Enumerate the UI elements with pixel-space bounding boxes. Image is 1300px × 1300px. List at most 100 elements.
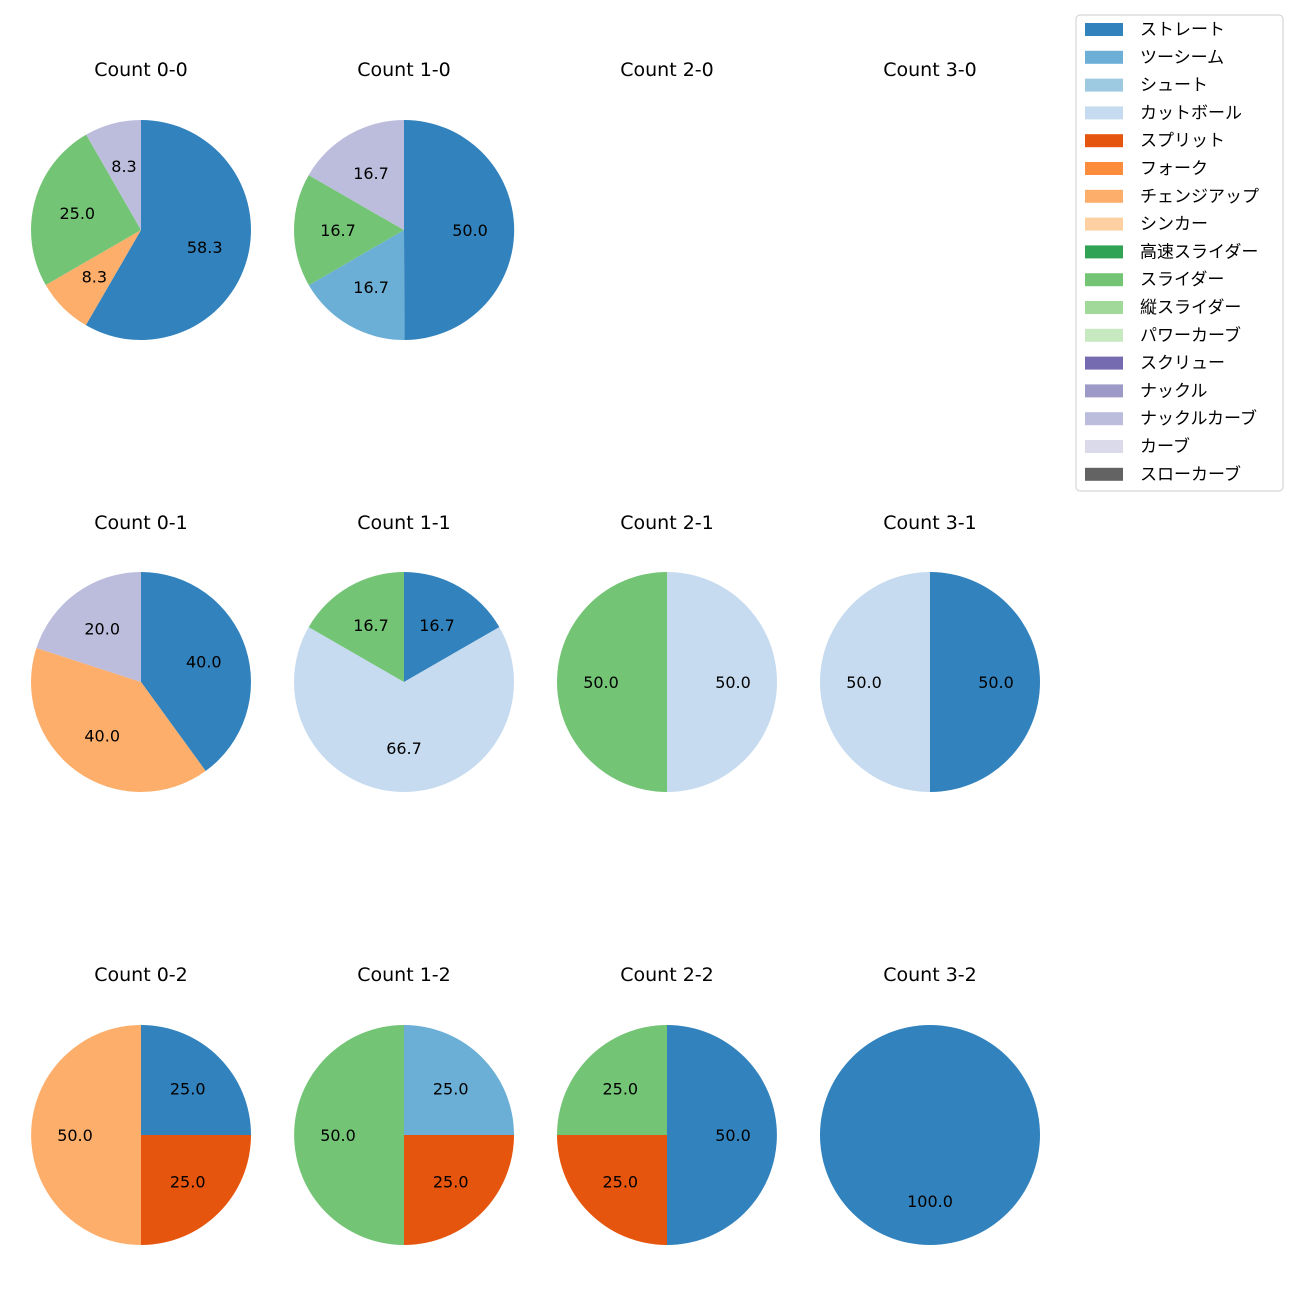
pie-title: Count 2-2 bbox=[620, 964, 714, 986]
pie-slice bbox=[820, 572, 930, 792]
pie-slice bbox=[293, 175, 404, 286]
pie-title: Count 1-1 bbox=[357, 512, 451, 534]
legend-label: シュート bbox=[1140, 76, 1208, 96]
legend-swatch bbox=[1085, 245, 1123, 259]
pie-title: Count 0-1 bbox=[94, 512, 188, 534]
legend-label: パワーカーブ bbox=[1140, 325, 1241, 346]
legend-swatch bbox=[1085, 356, 1123, 370]
pie-7: Count 2-1 50.0 50.0 bbox=[557, 512, 777, 792]
legend-label: スプリット bbox=[1140, 131, 1225, 151]
legend-swatch bbox=[1085, 189, 1123, 203]
legend-swatch bbox=[1085, 23, 1123, 36]
slice-label: 25.0 bbox=[602, 1173, 638, 1192]
slice-label: 40.0 bbox=[186, 653, 222, 672]
slice-label: 25.0 bbox=[170, 1079, 206, 1098]
pie-slice bbox=[294, 1025, 404, 1245]
pie-slice bbox=[31, 134, 142, 285]
legend-swatch bbox=[1085, 440, 1123, 453]
slice-label: 50.0 bbox=[57, 1126, 93, 1145]
pie-10: Count 1-2 25.0 25.0 50.0 bbox=[294, 964, 514, 1245]
pie-slice bbox=[667, 572, 777, 792]
slice-label: 25.0 bbox=[433, 1173, 469, 1192]
slice-label: 25.0 bbox=[433, 1079, 469, 1098]
pie-title: Count 2-1 bbox=[620, 512, 714, 534]
pie-slice bbox=[404, 1025, 514, 1135]
pie-11: Count 2-2 50.0 25.0 25.0 bbox=[557, 964, 777, 1245]
slice-label: 16.7 bbox=[353, 278, 389, 297]
slice-label: 50.0 bbox=[978, 673, 1014, 692]
pie-slice bbox=[667, 1025, 777, 1245]
pie-5: Count 0-1 40.0 40.0 20.0 bbox=[30, 512, 252, 793]
pie-slice bbox=[557, 572, 667, 792]
pie-slice bbox=[141, 1135, 251, 1245]
pie-slice bbox=[36, 572, 141, 682]
legend-label: ストレート bbox=[1140, 20, 1225, 40]
pie-12: Count 3-2 100.0 bbox=[820, 964, 1040, 1245]
pie-slice bbox=[308, 230, 405, 341]
pie-3: Count 2-0 bbox=[620, 59, 714, 81]
slice-label: 8.3 bbox=[111, 157, 136, 176]
legend-label: ナックルカーブ bbox=[1140, 408, 1257, 429]
slice-label: 16.7 bbox=[353, 164, 389, 183]
slice-label: 50.0 bbox=[583, 673, 619, 692]
slice-label: 25.0 bbox=[602, 1079, 638, 1098]
legend-swatch bbox=[1085, 412, 1123, 426]
legend-label: ツーシーム bbox=[1140, 48, 1224, 68]
legend-label: カーブ bbox=[1140, 436, 1190, 457]
pie-slice bbox=[85, 120, 251, 340]
pie-9: Count 0-2 25.0 25.0 50.0 bbox=[31, 964, 251, 1245]
legend-label: スクリュー bbox=[1140, 354, 1225, 374]
legend-swatch bbox=[1085, 78, 1123, 92]
pie-slice bbox=[308, 572, 404, 682]
legend-swatch bbox=[1085, 301, 1123, 314]
pie-slice bbox=[31, 1025, 141, 1245]
legend-label: 縦スライダー bbox=[1140, 298, 1241, 318]
slice-label: 25.0 bbox=[59, 204, 95, 223]
legend-label: シンカー bbox=[1140, 215, 1208, 235]
legend-label: スライダー bbox=[1140, 270, 1224, 290]
pie-slice bbox=[820, 1025, 1040, 1245]
pie-title: Count 3-0 bbox=[883, 59, 977, 81]
pie-slice bbox=[404, 119, 515, 341]
pie-slice bbox=[404, 572, 500, 682]
pie-title: Count 3-2 bbox=[883, 964, 977, 986]
slice-label: 16.7 bbox=[320, 221, 356, 240]
legend-label: フォーク bbox=[1140, 159, 1208, 179]
slice-label: 50.0 bbox=[715, 673, 751, 692]
pie-slice bbox=[141, 572, 252, 771]
legend-swatch bbox=[1085, 217, 1123, 231]
slice-label: 16.7 bbox=[353, 616, 389, 635]
slice-label: 16.7 bbox=[419, 616, 455, 635]
slice-label: 100.0 bbox=[907, 1192, 953, 1211]
pie-title: Count 0-2 bbox=[94, 964, 188, 986]
legend-swatch bbox=[1085, 273, 1123, 287]
pie-slice bbox=[308, 120, 404, 230]
pie-slice bbox=[141, 1025, 251, 1135]
pie-1: Count 0-0 58.3 8.3 25.0 8.3 bbox=[31, 59, 251, 340]
pie-title: Count 1-2 bbox=[357, 964, 451, 986]
legend-label: 高速スライダー bbox=[1140, 242, 1258, 262]
slice-label: 50.0 bbox=[320, 1126, 356, 1145]
slice-label: 20.0 bbox=[84, 620, 120, 639]
legend-swatch bbox=[1085, 50, 1123, 64]
pie-6: Count 1-1 16.7 66.7 16.7 bbox=[293, 512, 514, 793]
legend-label: ナックル bbox=[1140, 381, 1208, 401]
pie-title: Count 1-0 bbox=[357, 59, 451, 81]
pie-4: Count 3-0 bbox=[883, 59, 977, 81]
legend-label: カットボール bbox=[1140, 103, 1242, 123]
pie-slice bbox=[45, 230, 141, 326]
slice-label: 25.0 bbox=[170, 1173, 206, 1192]
pie-slice bbox=[557, 1135, 667, 1245]
slice-label: 8.3 bbox=[82, 268, 107, 287]
pie-slice bbox=[404, 1135, 514, 1245]
legend-swatch bbox=[1085, 384, 1123, 398]
pie-slice bbox=[30, 648, 206, 793]
slice-label: 50.0 bbox=[715, 1126, 751, 1145]
slice-label: 50.0 bbox=[846, 673, 882, 692]
legend-frame bbox=[1075, 14, 1284, 492]
pie-title: Count 0-0 bbox=[94, 59, 188, 81]
legend-swatch bbox=[1085, 162, 1123, 175]
slice-label: 58.3 bbox=[187, 238, 223, 257]
pie-2: Count 1-0 50.0 16.7 16.7 16.7 bbox=[293, 59, 515, 341]
